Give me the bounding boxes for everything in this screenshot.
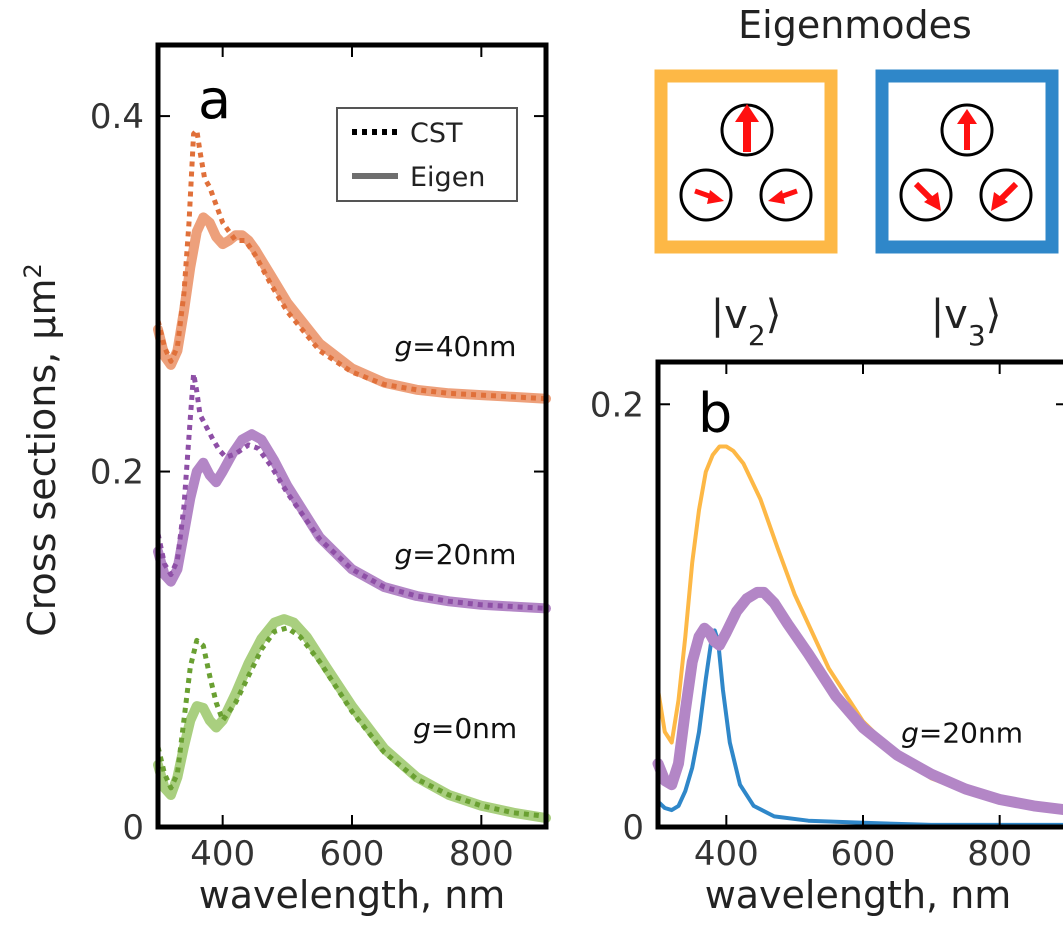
x-tick-label: 600 bbox=[320, 834, 385, 874]
series-line-eigen-g40 bbox=[153, 212, 551, 404]
panel-b-letter: b bbox=[698, 382, 732, 445]
eigenmode-v2-frame bbox=[654, 69, 838, 254]
panel-b: 400 600 800 0 0.2 b g=20nm wavelength, nm bbox=[590, 359, 1063, 917]
eigenmode-v3-frame bbox=[875, 69, 1059, 254]
series-line-eigen-g20 bbox=[153, 429, 551, 614]
series-line-g20_light bbox=[652, 586, 1063, 816]
gap-annotation: g=40nm bbox=[395, 330, 517, 363]
y-tick-label: 0 bbox=[622, 808, 644, 848]
eigenmode-v3-box bbox=[875, 69, 1059, 254]
y-tick-label: 0 bbox=[122, 808, 144, 848]
eigenmodes-title: Eigenmodes bbox=[738, 3, 972, 47]
x-tick-label: 600 bbox=[831, 834, 896, 874]
x-tick-label: 800 bbox=[967, 834, 1032, 874]
panel-b-series-group bbox=[652, 444, 1063, 827]
arrow-right-down-icon bbox=[694, 188, 724, 204]
arrow-up-icon bbox=[957, 109, 977, 150]
y-tick-label: 0.2 bbox=[590, 385, 644, 425]
panel-b-frame bbox=[655, 359, 1063, 830]
arrow-down-right-icon bbox=[913, 181, 941, 211]
legend-eigen-label: Eigen bbox=[410, 162, 485, 193]
panel-a: Cross sections, μm2 400 600 800 0 0.2 0.4 a C… bbox=[19, 42, 551, 917]
panel-b-annotations: g=20nm bbox=[901, 716, 1023, 749]
y-tick-label: 0.4 bbox=[90, 97, 144, 137]
arrow-down-left-icon bbox=[991, 181, 1019, 211]
gap-annotation: g=20nm bbox=[901, 716, 1023, 749]
eigenmode-v2-label: |v2⟩ bbox=[711, 292, 782, 352]
eigenmodes-inset: Eigenmodes |v2⟩ bbox=[654, 3, 1059, 352]
series-line-v2 bbox=[656, 444, 1063, 814]
y-axis-label-a: Cross sections, μm2 bbox=[19, 263, 64, 637]
x-axis-label-a: wavelength, nm bbox=[199, 873, 506, 917]
arrow-left-down-icon bbox=[768, 188, 798, 204]
legend-a: CST Eigen bbox=[336, 107, 518, 202]
panel-a-series-group bbox=[153, 127, 551, 824]
panel-a-frame bbox=[155, 42, 549, 830]
panel-a-ticks: 400 600 800 0 0.2 0.4 bbox=[90, 45, 546, 874]
gap-annotation: g=0nm bbox=[413, 712, 517, 745]
series-line-cst-g0 bbox=[155, 625, 547, 819]
legend-cst-label: CST bbox=[410, 118, 463, 149]
x-tick-label: 400 bbox=[694, 834, 759, 874]
gap-annotation: g=20nm bbox=[395, 538, 517, 571]
eigenmode-v3-label: |v3⟩ bbox=[931, 292, 1002, 352]
series-line-cst-g20 bbox=[155, 371, 547, 611]
x-axis-label-b: wavelength, nm bbox=[705, 873, 1012, 917]
arrow-up-icon bbox=[735, 104, 759, 152]
x-tick-label: 400 bbox=[190, 834, 255, 874]
panel-a-letter: a bbox=[198, 68, 231, 131]
y-tick-label: 0.2 bbox=[90, 453, 144, 493]
series-line-eigen-g0 bbox=[153, 614, 551, 824]
panel-b-ticks: 400 600 800 0 0.2 bbox=[590, 362, 1063, 874]
series-line-cst-g40 bbox=[155, 127, 547, 402]
eigenmode-v2-box bbox=[654, 69, 838, 254]
legend-box bbox=[336, 107, 518, 202]
panel-a-annotations: g=40nm g=20nm g=0nm bbox=[395, 330, 518, 745]
x-tick-label: 800 bbox=[449, 834, 514, 874]
